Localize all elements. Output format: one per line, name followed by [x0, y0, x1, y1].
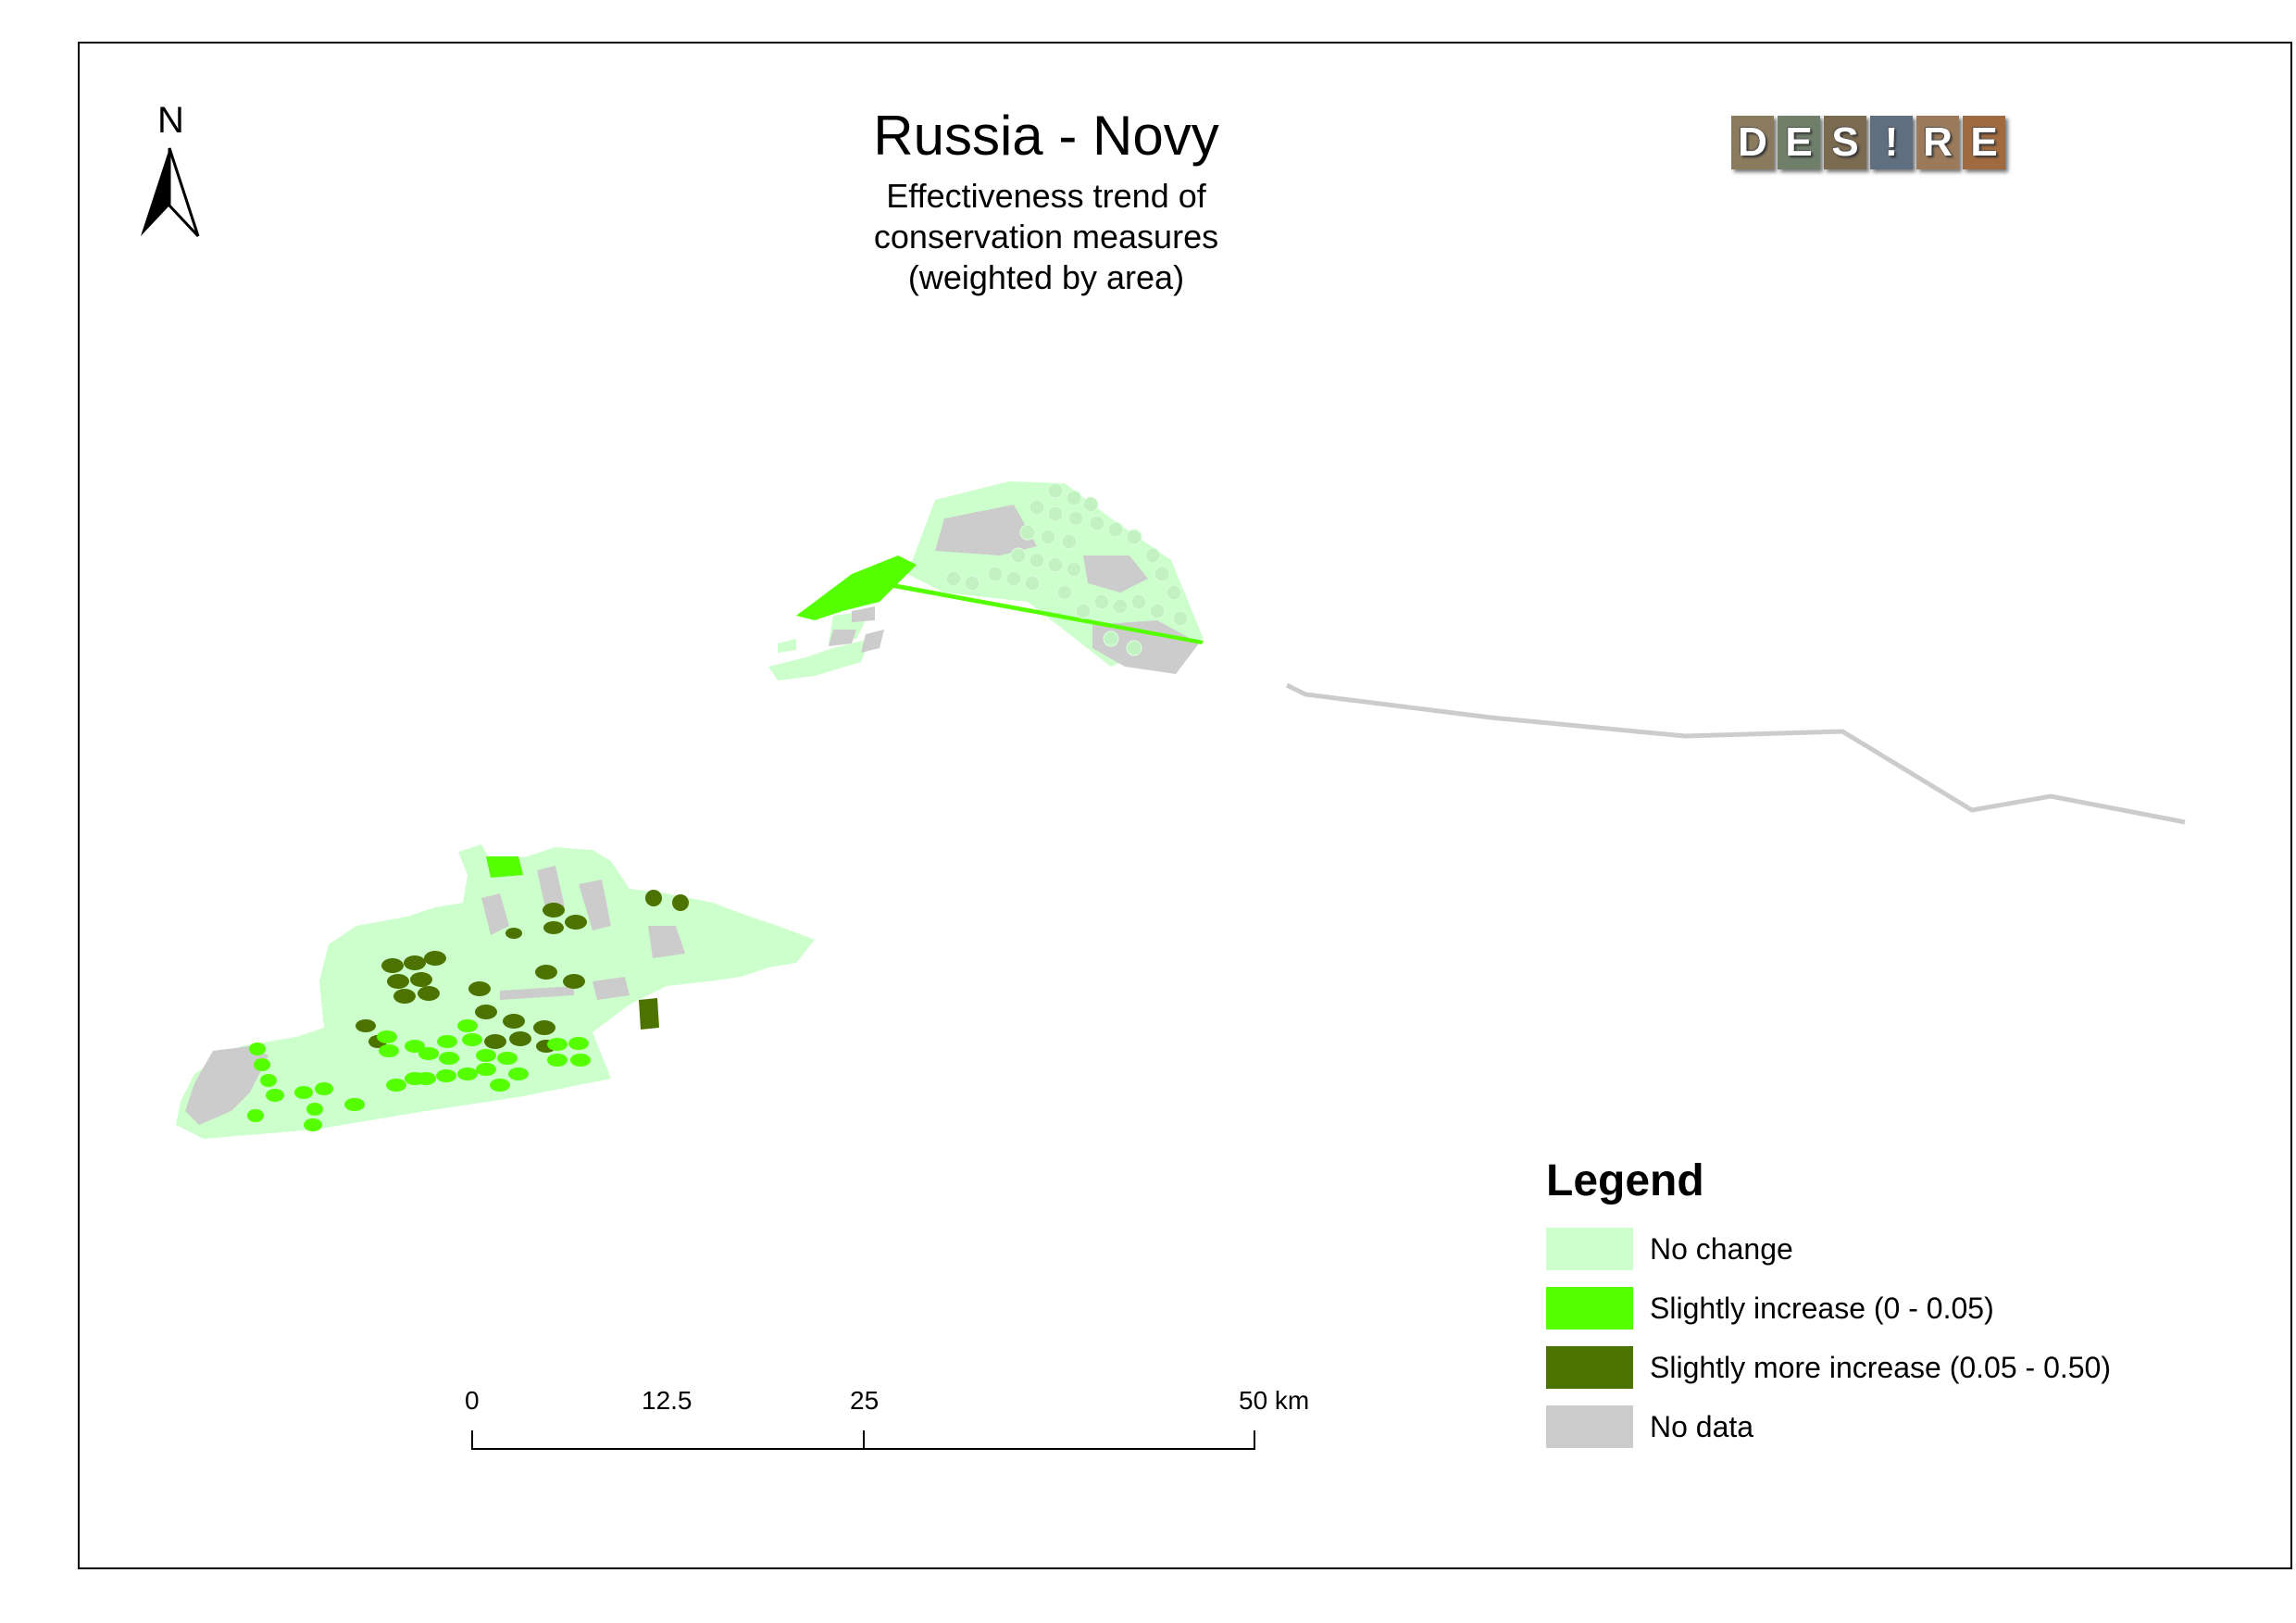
- subtitle-line: Effectiveness trend of: [886, 177, 1206, 215]
- legend-label: Slightly increase (0 - 0.05): [1650, 1291, 1994, 1325]
- logo-letter: E: [1778, 116, 1820, 169]
- legend-item-no-data: No data: [1546, 1405, 2111, 1449]
- logo-letter: R: [1916, 116, 1959, 169]
- legend-swatch: [1546, 1405, 1633, 1448]
- legend-label: Slightly more increase (0.05 - 0.50): [1650, 1350, 2111, 1384]
- legend-item-slightly-more-increase: Slightly more increase (0.05 - 0.50): [1546, 1345, 2111, 1390]
- scale-label-25: 25: [850, 1386, 880, 1415]
- legend-label: No change: [1650, 1231, 1793, 1266]
- scale-label-50-km: 50 km: [1239, 1386, 1310, 1415]
- map-title: Russia - Novy: [873, 105, 1219, 167]
- northern-parcels: [768, 481, 1204, 680]
- legend-swatch: [1546, 1228, 1633, 1270]
- scale-label-0: 0: [465, 1386, 480, 1415]
- north-label: N: [157, 100, 184, 141]
- legend-label: No data: [1650, 1409, 1754, 1443]
- map-subtitle: Effectiveness trend of conservation meas…: [768, 176, 1324, 298]
- logo-letter: D: [1731, 116, 1774, 169]
- map-frame: [78, 42, 2292, 1569]
- scale-bar: [471, 1430, 1255, 1450]
- scale-label-12-5: 12.5: [642, 1386, 693, 1415]
- legend-item-no-change: No change: [1546, 1227, 2111, 1271]
- legend: Legend No change Slightly increase (0 - …: [1546, 1155, 2111, 1464]
- desire-logo: D E S ! R E: [1731, 116, 2009, 169]
- legend-swatch: [1546, 1346, 1633, 1389]
- north-arrow-icon: [141, 147, 200, 238]
- logo-letter: E: [1963, 116, 2005, 169]
- logo-letter: S: [1824, 116, 1866, 169]
- legend-title: Legend: [1546, 1156, 1704, 1205]
- subtitle-line: conservation measures: [873, 218, 1219, 256]
- legend-item-slightly-increase: Slightly increase (0 - 0.05): [1546, 1286, 2111, 1330]
- no-data-line: [1285, 682, 2186, 825]
- legend-swatch: [1546, 1287, 1633, 1330]
- logo-letter: !: [1870, 116, 1913, 169]
- southern-parcels: [176, 844, 815, 1139]
- subtitle-line: (weighted by area): [907, 258, 1185, 296]
